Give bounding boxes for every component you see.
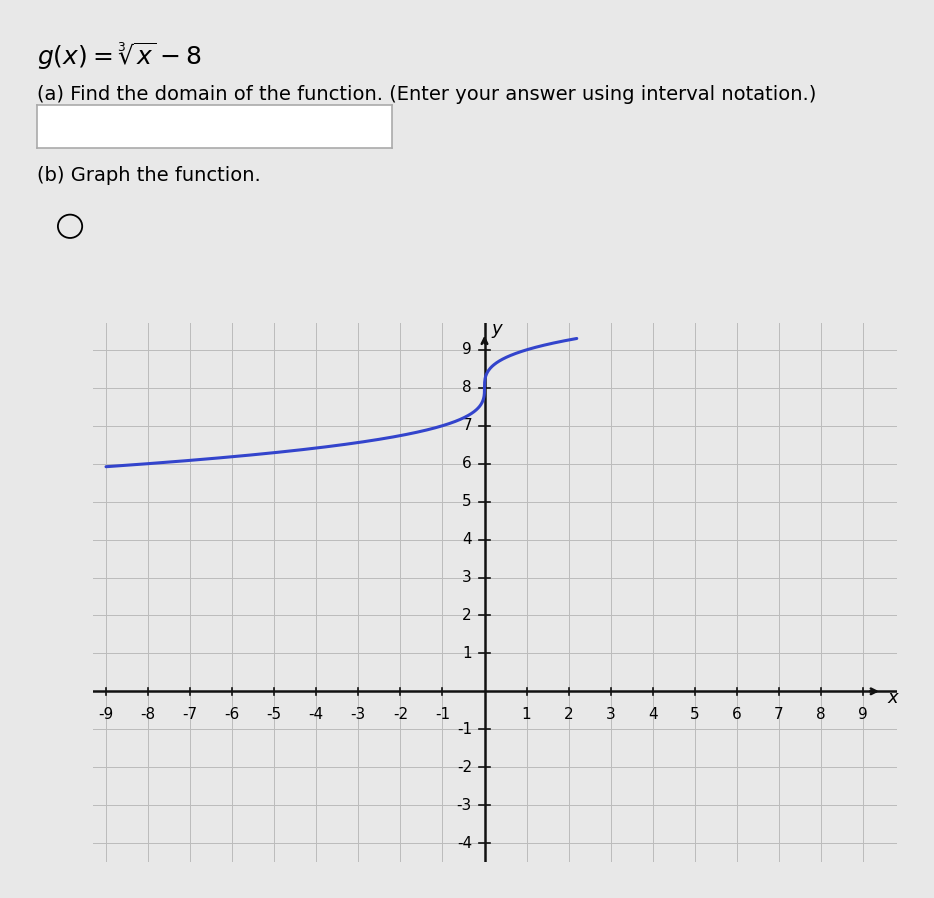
Text: 8: 8: [462, 380, 472, 395]
Text: 3: 3: [606, 708, 616, 722]
Text: x: x: [887, 689, 898, 707]
Text: -6: -6: [224, 708, 240, 722]
Text: -5: -5: [267, 708, 282, 722]
Text: 2: 2: [564, 708, 573, 722]
Text: 7: 7: [462, 418, 472, 433]
Text: 1: 1: [462, 646, 472, 661]
Text: -1: -1: [435, 708, 450, 722]
Text: 9: 9: [462, 342, 472, 357]
Text: 5: 5: [690, 708, 700, 722]
Text: 2: 2: [462, 608, 472, 623]
Text: -8: -8: [140, 708, 156, 722]
Text: (b) Graph the function.: (b) Graph the function.: [37, 166, 262, 185]
Text: -2: -2: [457, 760, 472, 775]
Text: -4: -4: [457, 836, 472, 850]
Text: 4: 4: [462, 532, 472, 547]
Text: 3: 3: [462, 570, 472, 585]
Text: 7: 7: [774, 708, 784, 722]
Text: -1: -1: [457, 722, 472, 736]
Text: 5: 5: [462, 494, 472, 509]
Text: -3: -3: [457, 797, 472, 813]
Text: 1: 1: [522, 708, 531, 722]
Text: -3: -3: [351, 708, 366, 722]
Text: y: y: [491, 320, 502, 338]
Text: 4: 4: [648, 708, 658, 722]
Text: -4: -4: [309, 708, 324, 722]
Text: 8: 8: [816, 708, 826, 722]
Text: (a) Find the domain of the function. (Enter your answer using interval notation.: (a) Find the domain of the function. (En…: [37, 85, 816, 104]
Text: 6: 6: [462, 456, 472, 471]
Text: -2: -2: [393, 708, 408, 722]
Text: -7: -7: [182, 708, 198, 722]
Text: 9: 9: [858, 708, 868, 722]
Text: $g(x) = \sqrt[3]{x} - 8$: $g(x) = \sqrt[3]{x} - 8$: [37, 40, 202, 72]
Text: 6: 6: [732, 708, 742, 722]
Text: -9: -9: [98, 708, 114, 722]
